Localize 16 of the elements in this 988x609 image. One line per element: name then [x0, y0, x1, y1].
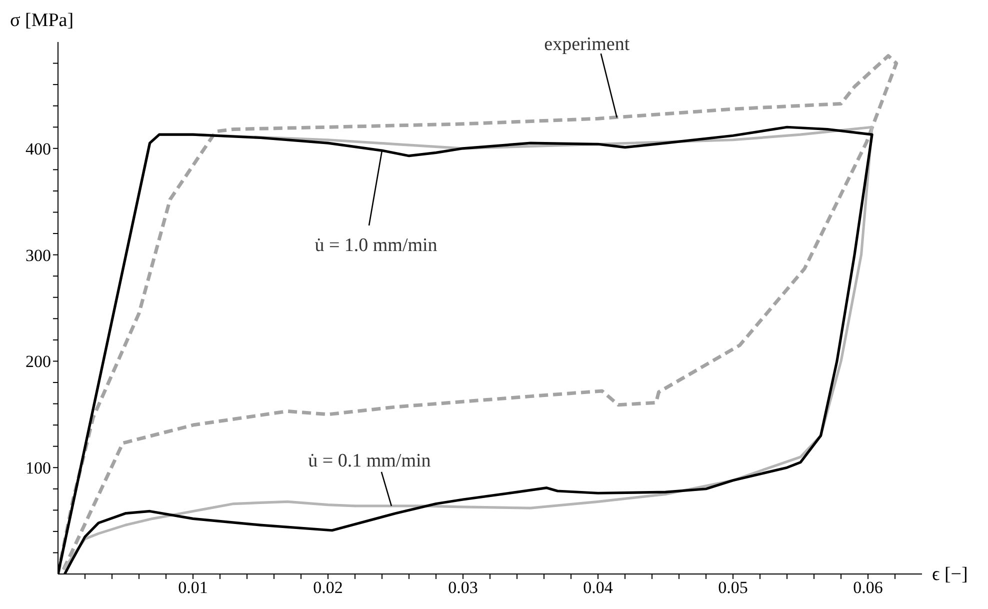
x-tick-label: 0.04 [583, 578, 614, 598]
annotation: u̇ = 0.1 mm/min [308, 450, 432, 472]
line-series [58, 54, 898, 574]
y-tick-label: 100 [26, 458, 51, 478]
x-tick-label: 0.06 [853, 578, 883, 598]
y-tick-label: 300 [26, 246, 51, 265]
x-axis-title: ϵ [−] [932, 564, 968, 585]
y-axis-title: σ [MPa] [10, 10, 74, 31]
y-tick-label: 400 [26, 139, 51, 158]
x-tick-label: 0.05 [718, 578, 748, 598]
y-tick-label: 200 [26, 352, 51, 372]
annotation: u̇ = 1.0 mm/min [314, 234, 438, 256]
x-tick-label: 0.01 [178, 578, 208, 598]
annotation: experiment [544, 34, 630, 55]
x-tick-label: 0.03 [448, 578, 478, 598]
x-tick-label: 0.02 [313, 578, 343, 598]
